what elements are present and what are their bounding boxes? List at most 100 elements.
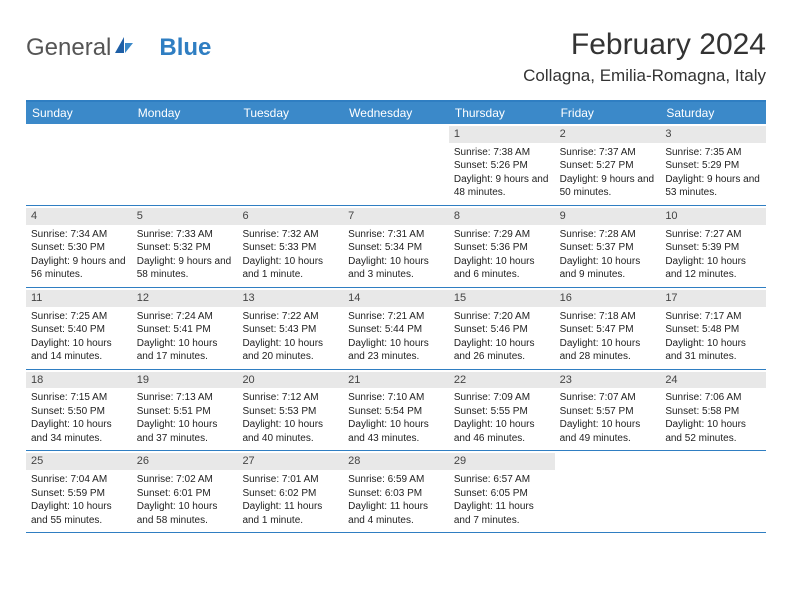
daylight-text: Daylight: 10 hours and 40 minutes. bbox=[242, 418, 338, 445]
calendar-cell: 14Sunrise: 7:21 AMSunset: 5:44 PMDayligh… bbox=[343, 288, 449, 369]
location-subtitle: Collagna, Emilia-Romagna, Italy bbox=[523, 66, 766, 86]
date-number: 6 bbox=[237, 208, 343, 225]
date-number: 13 bbox=[237, 290, 343, 307]
calendar-cell: 23Sunrise: 7:07 AMSunset: 5:57 PMDayligh… bbox=[555, 370, 661, 451]
week-row: 1Sunrise: 7:38 AMSunset: 5:26 PMDaylight… bbox=[26, 124, 766, 206]
date-number: 17 bbox=[660, 290, 766, 307]
sunrise-text: Sunrise: 7:18 AM bbox=[560, 310, 656, 324]
sunrise-text: Sunrise: 7:22 AM bbox=[242, 310, 338, 324]
daylight-text: Daylight: 10 hours and 58 minutes. bbox=[137, 500, 233, 527]
logo-text-general: General bbox=[26, 34, 111, 62]
calendar-cell: 25 Sunrise: 7:04 AMSunset: 5:59 PMDayligh… bbox=[26, 451, 132, 532]
sunset-text: Sunset: 6:01 PM bbox=[137, 487, 233, 501]
daylight-text: Daylight: 10 hours and 52 minutes. bbox=[665, 418, 761, 445]
calendar-cell: 17 Sunrise: 7:17 AMSunset: 5:48 PMDayligh… bbox=[660, 288, 766, 369]
calendar-cell: 22Sunrise: 7:09 AMSunset: 5:55 PMDayligh… bbox=[449, 370, 555, 451]
date-number: 1 bbox=[449, 126, 555, 143]
sunset-text: Sunset: 5:27 PM bbox=[560, 159, 656, 173]
daylight-text: Daylight: 9 hours and 50 minutes. bbox=[560, 173, 656, 200]
daylight-text: Daylight: 9 hours and 58 minutes. bbox=[137, 255, 233, 282]
sunset-text: Sunset: 6:02 PM bbox=[242, 487, 338, 501]
date-number: 4 bbox=[26, 208, 132, 225]
daylight-text: Daylight: 10 hours and 9 minutes. bbox=[560, 255, 656, 282]
calendar-cell: 11Sunrise: 7:25 AMSunset: 5:40 PMDayligh… bbox=[26, 288, 132, 369]
daylight-text: Daylight: 11 hours and 7 minutes. bbox=[454, 500, 550, 527]
daylight-text: Daylight: 10 hours and 17 minutes. bbox=[137, 337, 233, 364]
sunrise-text: Sunrise: 7:04 AM bbox=[31, 473, 127, 487]
daylight-text: Daylight: 11 hours and 4 minutes. bbox=[348, 500, 444, 527]
calendar-cell bbox=[237, 124, 343, 205]
date-number: 5 bbox=[132, 208, 238, 225]
sunrise-text: Sunrise: 7:25 AM bbox=[31, 310, 127, 324]
sunrise-text: Sunrise: 7:02 AM bbox=[137, 473, 233, 487]
sunrise-text: Sunrise: 6:57 AM bbox=[454, 473, 550, 487]
date-number: 19 bbox=[132, 372, 238, 389]
calendar-cell: 4Sunrise: 7:34 AMSunset: 5:30 PMDaylight… bbox=[26, 206, 132, 287]
sunrise-text: Sunrise: 6:59 AM bbox=[348, 473, 444, 487]
daylight-text: Daylight: 10 hours and 1 minute. bbox=[242, 255, 338, 282]
sunrise-text: Sunrise: 7:13 AM bbox=[137, 391, 233, 405]
sunrise-text: Sunrise: 7:33 AM bbox=[137, 228, 233, 242]
day-header: Thursday bbox=[449, 102, 555, 124]
daylight-text: Daylight: 10 hours and 3 minutes. bbox=[348, 255, 444, 282]
calendar-cell: 15Sunrise: 7:20 AMSunset: 5:46 PMDayligh… bbox=[449, 288, 555, 369]
week-row: 25Sunrise: 7:04 AMSunset: 5:59 PMDayligh… bbox=[26, 451, 766, 533]
date-number: 10 bbox=[660, 208, 766, 225]
date-number: 12 bbox=[132, 290, 238, 307]
sunset-text: Sunset: 5:53 PM bbox=[242, 405, 338, 419]
date-number: 20 bbox=[237, 372, 343, 389]
sunset-text: Sunset: 5:32 PM bbox=[137, 241, 233, 255]
daylight-text: Daylight: 10 hours and 55 minutes. bbox=[31, 500, 127, 527]
calendar-cell: 28Sunrise: 6:59 AMSunset: 6:03 PMDayligh… bbox=[343, 451, 449, 532]
daylight-text: Daylight: 10 hours and 12 minutes. bbox=[665, 255, 761, 282]
sunrise-text: Sunrise: 7:24 AM bbox=[137, 310, 233, 324]
date-number: 25 bbox=[26, 453, 132, 470]
sunset-text: Sunset: 5:51 PM bbox=[137, 405, 233, 419]
daylight-text: Daylight: 10 hours and 26 minutes. bbox=[454, 337, 550, 364]
calendar-cell: 19 Sunrise: 7:13 AMSunset: 5:51 PMDayligh… bbox=[132, 370, 238, 451]
sunset-text: Sunset: 5:48 PM bbox=[665, 323, 761, 337]
sunrise-text: Sunrise: 7:09 AM bbox=[454, 391, 550, 405]
calendar-cell: 18Sunrise: 7:15 AMSunset: 5:50 PMDayligh… bbox=[26, 370, 132, 451]
date-number: 26 bbox=[132, 453, 238, 470]
logo-sail-icon bbox=[113, 34, 135, 62]
date-number: 14 bbox=[343, 290, 449, 307]
sunset-text: Sunset: 5:47 PM bbox=[560, 323, 656, 337]
sunrise-text: Sunrise: 7:17 AM bbox=[665, 310, 761, 324]
sunrise-text: Sunrise: 7:28 AM bbox=[560, 228, 656, 242]
daylight-text: Daylight: 10 hours and 6 minutes. bbox=[454, 255, 550, 282]
calendar-cell: 26 Sunrise: 7:02 AMSunset: 6:01 PMDayligh… bbox=[132, 451, 238, 532]
day-header: Wednesday bbox=[343, 102, 449, 124]
logo: General Blue bbox=[26, 28, 211, 62]
sunset-text: Sunset: 5:59 PM bbox=[31, 487, 127, 501]
date-number: 28 bbox=[343, 453, 449, 470]
sunset-text: Sunset: 5:43 PM bbox=[242, 323, 338, 337]
sunset-text: Sunset: 5:37 PM bbox=[560, 241, 656, 255]
sunrise-text: Sunrise: 7:21 AM bbox=[348, 310, 444, 324]
date-number: 18 bbox=[26, 372, 132, 389]
week-row: 4Sunrise: 7:34 AMSunset: 5:30 PMDaylight… bbox=[26, 206, 766, 288]
daylight-text: Daylight: 9 hours and 56 minutes. bbox=[31, 255, 127, 282]
month-title: February 2024 bbox=[523, 28, 766, 62]
date-number: 22 bbox=[449, 372, 555, 389]
sunrise-text: Sunrise: 7:01 AM bbox=[242, 473, 338, 487]
calendar-cell: 6Sunrise: 7:32 AMSunset: 5:33 PMDaylight… bbox=[237, 206, 343, 287]
sunset-text: Sunset: 5:55 PM bbox=[454, 405, 550, 419]
day-header: Monday bbox=[132, 102, 238, 124]
sunrise-text: Sunrise: 7:29 AM bbox=[454, 228, 550, 242]
calendar-cell: 29Sunrise: 6:57 AMSunset: 6:05 PMDayligh… bbox=[449, 451, 555, 532]
date-number: 27 bbox=[237, 453, 343, 470]
day-header: Friday bbox=[555, 102, 661, 124]
title-block: February 2024 Collagna, Emilia-Romagna, … bbox=[523, 28, 766, 86]
daylight-text: Daylight: 10 hours and 31 minutes. bbox=[665, 337, 761, 364]
calendar-cell: 12Sunrise: 7:24 AMSunset: 5:41 PMDayligh… bbox=[132, 288, 238, 369]
date-number: 16 bbox=[555, 290, 661, 307]
calendar-cell: 24Sunrise: 7:06 AMSunset: 5:58 PMDayligh… bbox=[660, 370, 766, 451]
date-number: 15 bbox=[449, 290, 555, 307]
daylight-text: Daylight: 9 hours and 53 minutes. bbox=[665, 173, 761, 200]
date-number: 3 bbox=[660, 126, 766, 143]
sunset-text: Sunset: 5:57 PM bbox=[560, 405, 656, 419]
calendar-cell bbox=[132, 124, 238, 205]
daylight-text: Daylight: 10 hours and 37 minutes. bbox=[137, 418, 233, 445]
sunset-text: Sunset: 6:05 PM bbox=[454, 487, 550, 501]
